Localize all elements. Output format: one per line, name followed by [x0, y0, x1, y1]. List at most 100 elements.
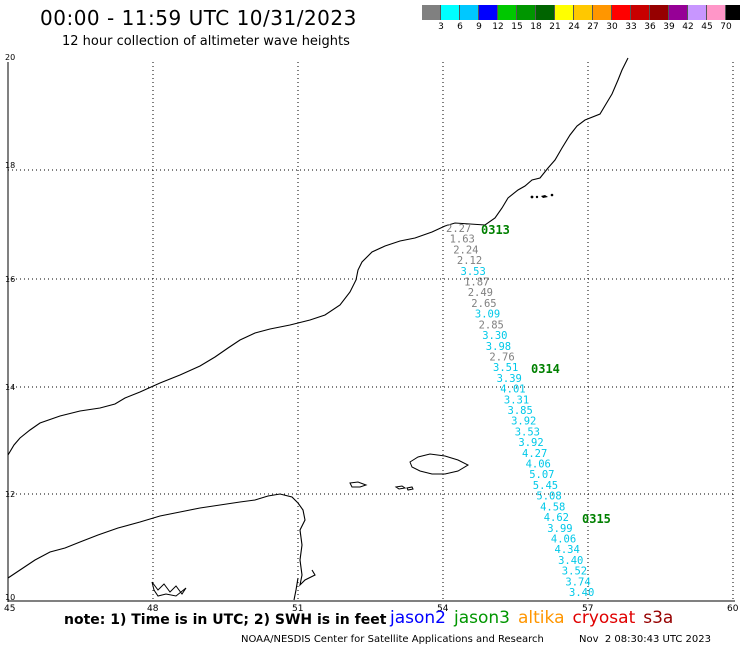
wave-height-value: 4.58	[540, 501, 565, 513]
lat-tick: 10	[5, 593, 15, 602]
color-scale-label: 15	[511, 22, 523, 32]
credit-line: NOAA/NESDIS Center for Satellite Applica…	[241, 634, 544, 645]
wave-height-value: 3.74	[565, 576, 590, 588]
wave-height-value: 3.99	[547, 523, 572, 535]
wave-height-value: 3.09	[475, 309, 500, 321]
color-scale-label: 21	[549, 22, 561, 32]
pass-label: 0314	[531, 362, 560, 376]
color-swatch	[441, 5, 460, 20]
generated-timestamp: Nov 2 08:30:43 UTC 2023	[579, 634, 711, 645]
wave-height-value: 4.62	[544, 512, 569, 524]
color-swatch	[612, 5, 631, 20]
lat-tick: 14	[5, 383, 15, 392]
color-scale-label: 18	[530, 22, 542, 32]
wave-height-value: 4.27	[522, 448, 547, 460]
color-swatch	[631, 5, 650, 20]
color-scale-label: 45	[701, 22, 713, 32]
lon-tick: 57	[582, 604, 593, 614]
wave-height-value: 4.06	[551, 534, 576, 546]
wave-height-value: 3.30	[482, 330, 507, 342]
legend-jason3: jason3	[454, 608, 510, 628]
wave-height-value: 2.27	[446, 223, 471, 235]
island-abd-al-kuri	[349, 481, 368, 488]
wave-height-value: 2.65	[471, 298, 496, 310]
wave-height-value: 2.76	[489, 352, 514, 364]
color-scale-label: 3	[438, 22, 444, 32]
pass-label: 0313	[481, 223, 510, 237]
gridlines	[8, 62, 735, 601]
wave-height-value: 3.92	[511, 416, 536, 428]
wave-height-value: 3.39	[497, 373, 522, 385]
color-scale-label: 9	[476, 22, 482, 32]
color-scale-label: 36	[644, 22, 656, 32]
color-scale-label: 42	[682, 22, 694, 32]
color-swatch	[593, 5, 612, 20]
color-scale-label: 12	[492, 22, 504, 32]
color-scale-bar	[422, 5, 740, 20]
coastline-arabia	[7, 57, 629, 456]
color-swatch	[688, 5, 707, 20]
wave-height-value: 3.40	[558, 555, 583, 567]
color-swatch	[669, 5, 688, 20]
wave-height-value: 4.06	[526, 459, 551, 471]
coastal-feature	[151, 581, 187, 597]
island-socotra	[409, 453, 470, 475]
wave-height-value: 3.53	[461, 266, 486, 278]
color-scale-label: 70	[720, 22, 732, 32]
wave-height-value: 5.45	[533, 480, 558, 492]
wave-height-value: 3.40	[569, 587, 594, 599]
lon-tick: 60	[727, 604, 739, 614]
wave-height-value: 1.63	[450, 234, 475, 246]
color-scale-label: 39	[663, 22, 675, 32]
color-swatch	[574, 5, 593, 20]
legend-s3a: s3a	[643, 608, 674, 628]
island-the-brothers	[394, 485, 414, 491]
wave-height-value: 4.34	[555, 544, 580, 556]
color-swatch	[498, 5, 517, 20]
lat-tick: 12	[5, 490, 15, 499]
kuria-muria-islands	[530, 193, 554, 199]
coastline-east	[293, 577, 299, 601]
color-swatch	[555, 5, 574, 20]
color-scale-label: 24	[568, 22, 580, 32]
color-swatch	[422, 5, 441, 20]
lon-tick: 51	[292, 604, 303, 614]
coastline-somalia	[7, 493, 316, 587]
footnote: note: 1) Time is in UTC; 2) SWH is in fe…	[64, 612, 387, 628]
satellite-legend: jason2 jason3 altika cryosat s3a	[390, 608, 681, 628]
legend-cryosat: cryosat	[572, 608, 636, 628]
wave-height-value: 3.31	[504, 394, 529, 406]
legend-jason2: jason2	[390, 608, 446, 628]
color-swatch	[536, 5, 555, 20]
color-swatch	[726, 5, 740, 20]
wave-height-value: 2.24	[453, 244, 478, 256]
color-scale-label: 33	[625, 22, 637, 32]
page-subtitle: 12 hour collection of altimeter wave hei…	[62, 34, 350, 49]
lon-tick: 45	[4, 604, 15, 614]
wave-height-value: 3.98	[486, 341, 511, 353]
color-swatch	[460, 5, 479, 20]
color-swatch	[707, 5, 726, 20]
color-scale-label: 27	[587, 22, 599, 32]
lat-tick: 16	[5, 275, 15, 284]
legend-altika: altika	[518, 608, 565, 628]
lon-tick: 54	[437, 604, 449, 614]
wave-height-value: 3.92	[518, 437, 543, 449]
wave-height-labels: 2.271.632.242.123.531.872.492.653.092.85…	[446, 223, 594, 599]
wave-height-value: 4.01	[500, 384, 525, 396]
lon-tick: 48	[147, 604, 159, 614]
wave-height-value: 2.12	[457, 255, 482, 267]
wave-height-value: 5.08	[536, 491, 561, 503]
wave-height-value: 3.53	[515, 426, 540, 438]
wave-height-value: 1.87	[464, 277, 489, 289]
pass-label: 0315	[582, 512, 611, 526]
wave-height-value: 5.07	[529, 469, 554, 481]
color-scale-label: 30	[606, 22, 618, 32]
color-swatch	[517, 5, 536, 20]
wave-height-value: 2.49	[468, 287, 493, 299]
color-swatch	[650, 5, 669, 20]
color-scale-label: 6	[457, 22, 463, 32]
wave-height-value: 3.51	[493, 362, 518, 374]
